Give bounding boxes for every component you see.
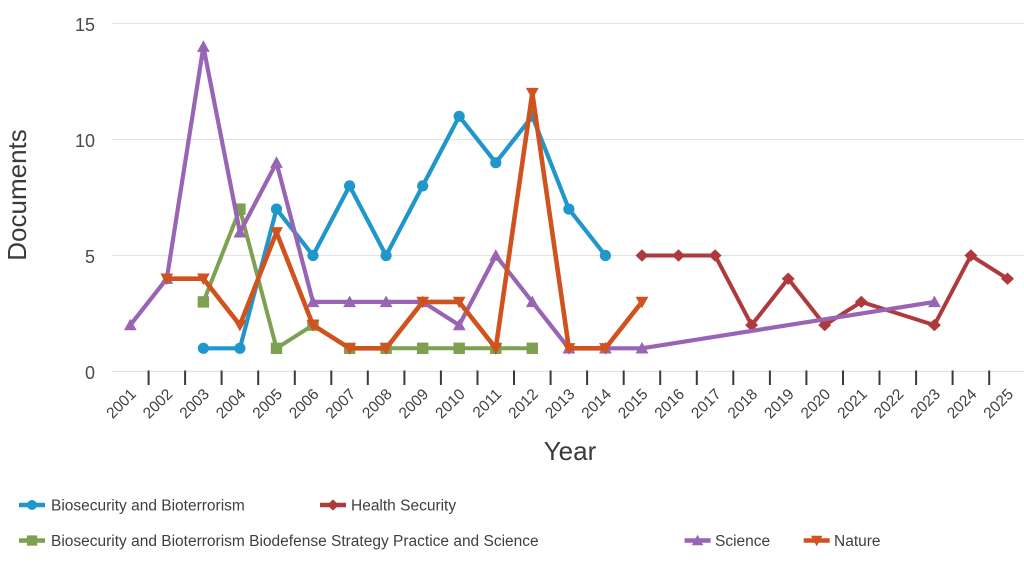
svg-text:Health Security: Health Security: [351, 497, 456, 514]
svg-text:Biosecurity and Bioterrorism: Biosecurity and Bioterrorism: [51, 497, 245, 514]
svg-text:10: 10: [75, 131, 95, 151]
svg-text:5: 5: [85, 247, 95, 267]
svg-text:Science: Science: [715, 533, 770, 550]
svg-text:Nature: Nature: [834, 533, 881, 550]
svg-text:Documents: Documents: [2, 129, 32, 261]
svg-text:15: 15: [75, 15, 95, 35]
svg-text:0: 0: [85, 363, 95, 383]
svg-text:Year: Year: [544, 436, 597, 466]
svg-text:Biosecurity and Bioterrorism B: Biosecurity and Bioterrorism Biodefense …: [51, 533, 539, 550]
